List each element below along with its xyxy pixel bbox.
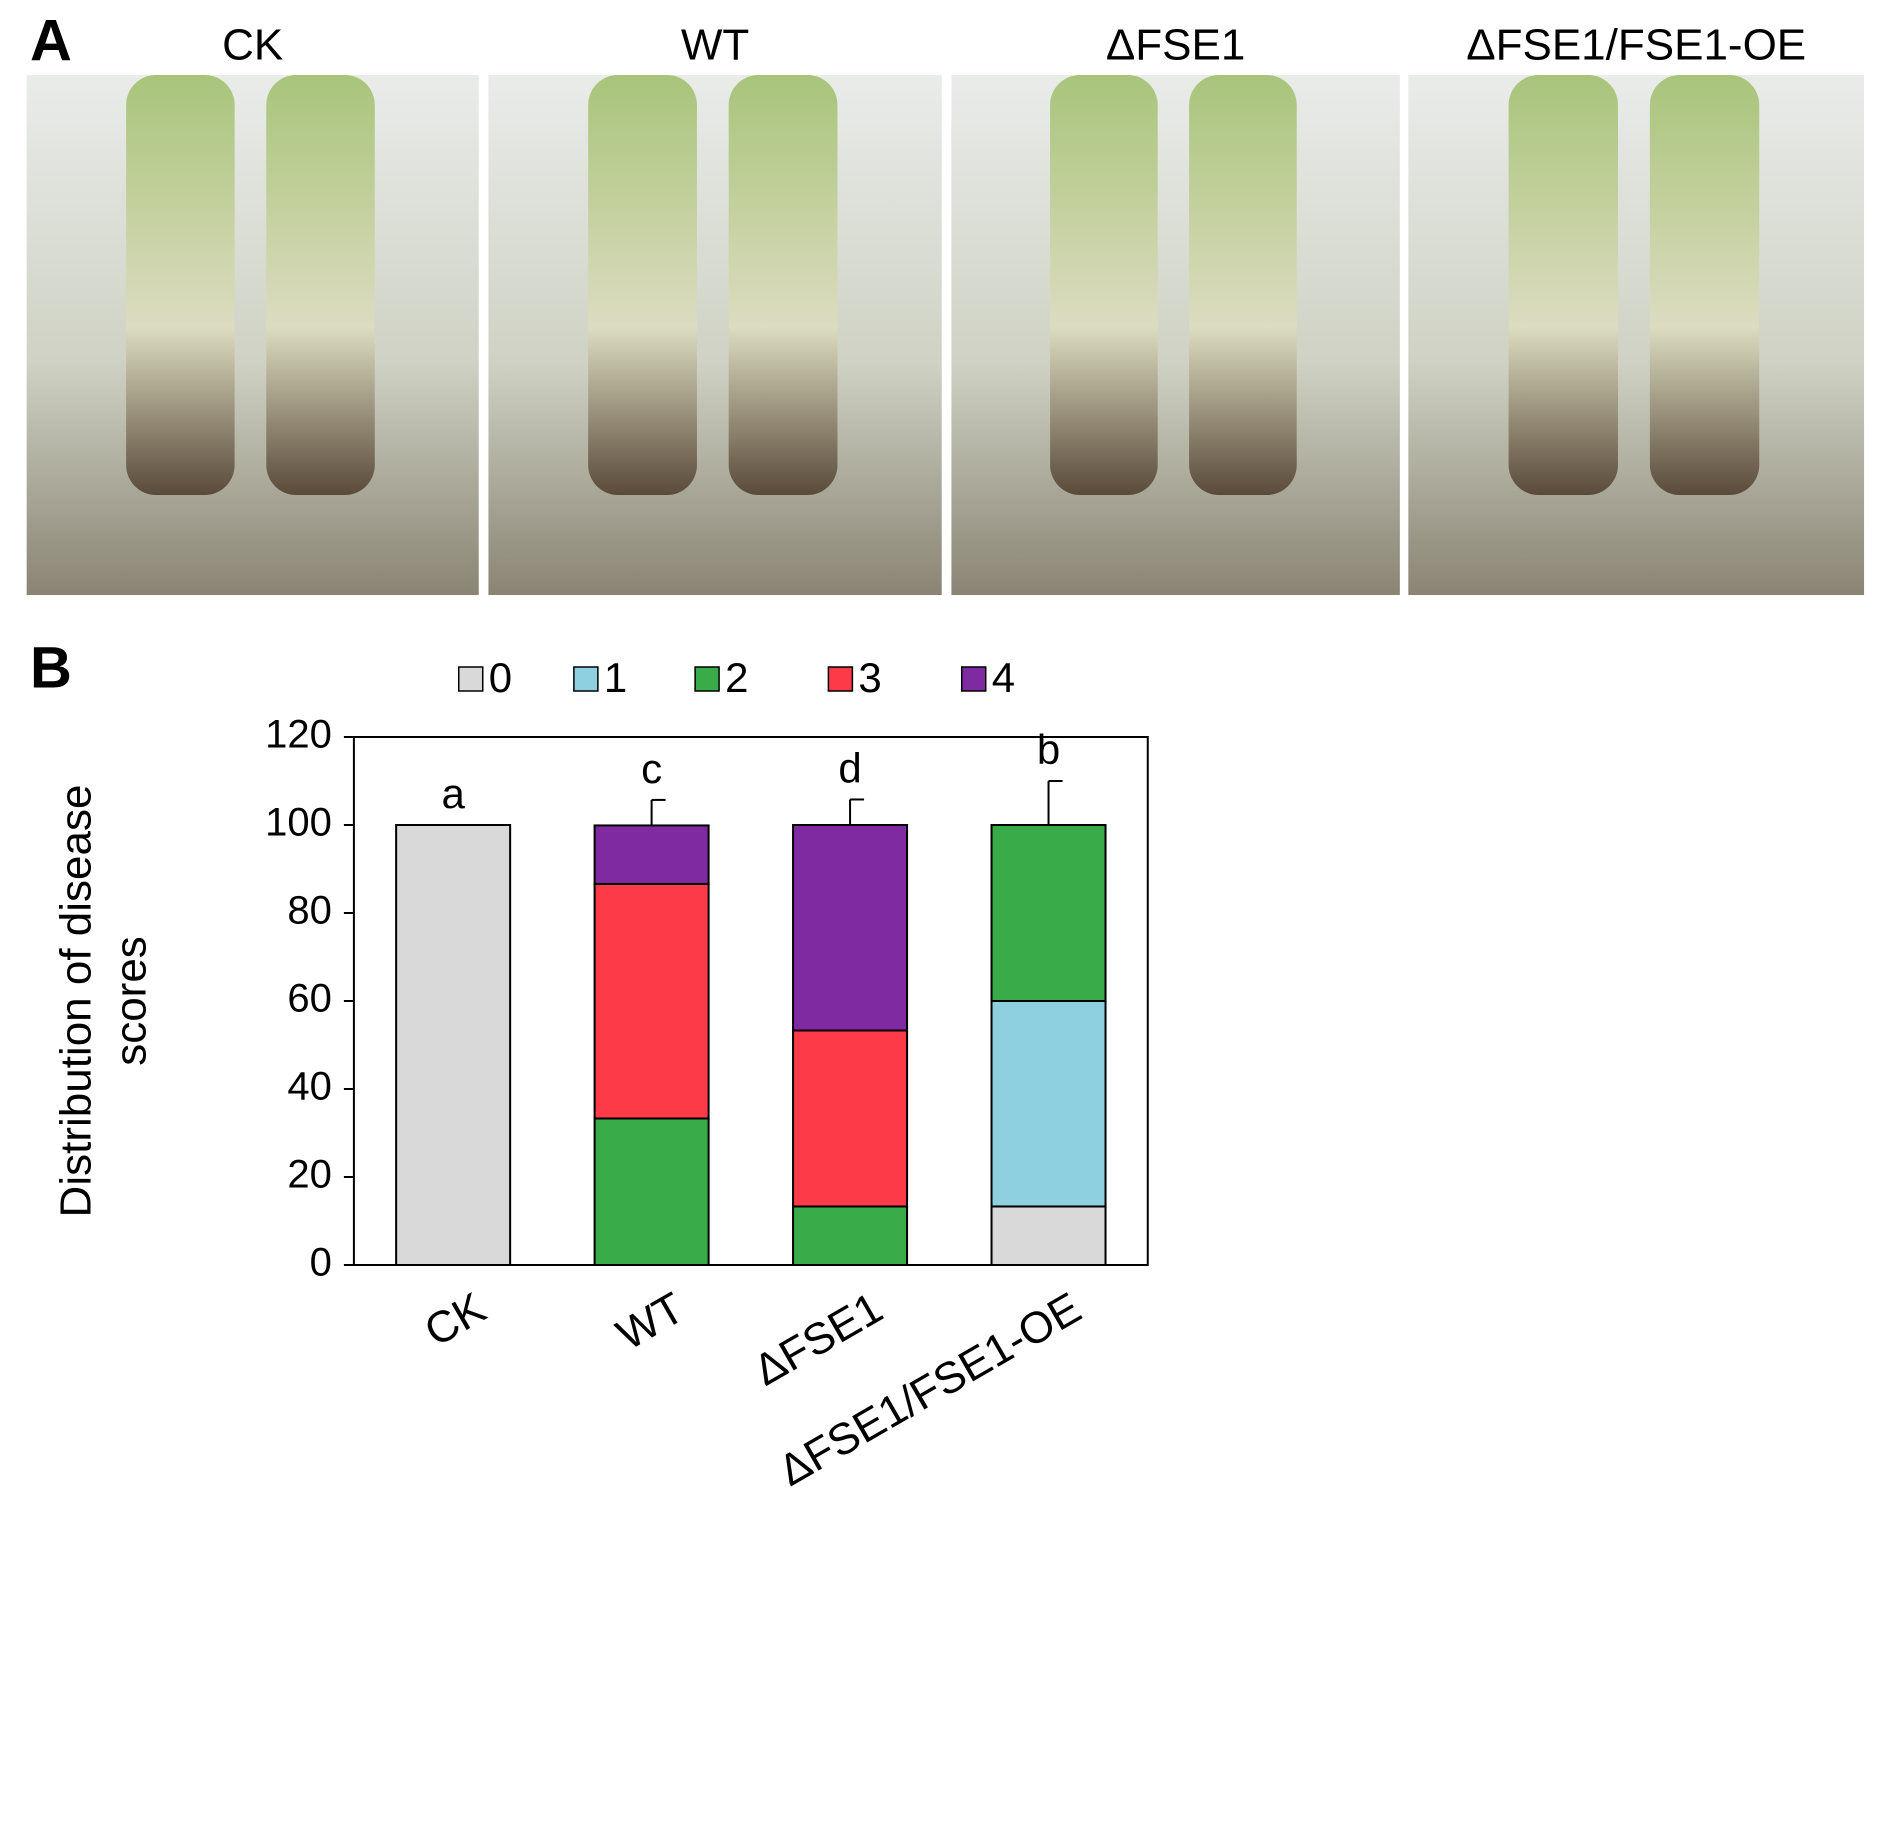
bar-segment <box>990 1205 1107 1266</box>
y-tick-label: 0 <box>310 1241 332 1285</box>
y-tick-label: 80 <box>287 889 332 933</box>
photo <box>26 75 479 595</box>
x-tick-label: ΔFSE1 <box>746 1283 891 1395</box>
y-tick-label: 100 <box>265 801 332 845</box>
bar-segment <box>593 882 710 1120</box>
photo <box>1408 75 1865 595</box>
significance-letter: b <box>1037 726 1060 773</box>
legend-label: 4 <box>992 654 1015 701</box>
stem <box>1050 75 1158 495</box>
bar-segment <box>593 824 710 885</box>
panel-label: B <box>30 635 72 700</box>
stem <box>588 75 697 495</box>
significance-letter: d <box>838 745 861 792</box>
stem <box>1508 75 1618 495</box>
legend-label: 3 <box>858 654 881 701</box>
bar-segment <box>593 1117 710 1266</box>
significance-letter: a <box>441 770 465 817</box>
stem <box>728 75 838 495</box>
photo-title: ΔFSE1 <box>1106 21 1245 70</box>
stem <box>126 75 235 495</box>
photo <box>488 75 942 595</box>
bar-segment <box>792 824 909 1032</box>
legend-label: 2 <box>725 654 748 701</box>
stem <box>1189 75 1297 495</box>
y-tick-label: 20 <box>287 1153 332 1197</box>
photo-title: WT <box>681 21 749 70</box>
bar-segment <box>792 1205 909 1266</box>
legend-label: 1 <box>604 654 627 701</box>
y-tick-label: 120 <box>265 713 332 757</box>
legend-swatch <box>573 666 599 692</box>
y-axis-label: Distribution of disease scores <box>51 785 155 1218</box>
y-tick-label: 40 <box>287 1065 332 1109</box>
stem <box>1649 75 1760 495</box>
stem <box>266 75 375 495</box>
legend-swatch <box>694 666 720 692</box>
legend-swatch <box>457 666 484 692</box>
photo-title: ΔFSE1/FSE1-OE <box>1466 21 1806 70</box>
significance-letter: c <box>641 745 662 792</box>
bar-segment <box>990 824 1107 1002</box>
bar-segment <box>792 1029 909 1208</box>
legend-label: 0 <box>489 654 512 701</box>
bar-segment <box>395 824 512 1266</box>
x-tick-label: CK <box>417 1283 494 1356</box>
photo-row: CK WT ΔFSE1 ΔFSE1/FSE1-OE <box>26 21 1865 595</box>
legend-swatch <box>960 666 987 692</box>
panel-label: A <box>30 8 72 73</box>
x-tick-label: WT <box>609 1283 693 1360</box>
photo <box>951 75 1400 595</box>
photo-title: CK <box>222 21 283 70</box>
bar-segment <box>990 1000 1107 1208</box>
legend-swatch <box>827 666 854 692</box>
y-tick-label: 60 <box>287 977 332 1021</box>
